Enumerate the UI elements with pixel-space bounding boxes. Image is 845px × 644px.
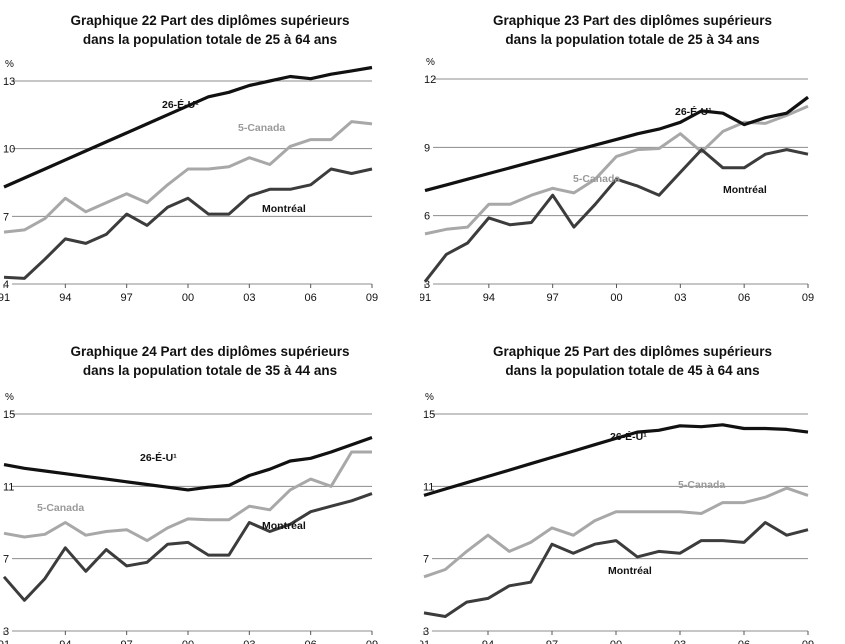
series-label-usa: 26-É-U¹ — [162, 98, 199, 111]
series-line-montreal — [423, 521, 809, 618]
x-tick-label: 09 — [802, 639, 814, 644]
x-tick-label: 00 — [182, 292, 194, 304]
series-label-canada: 5-Canada — [37, 502, 84, 514]
series-line-montreal — [423, 148, 809, 283]
series-line-usa — [424, 95, 809, 193]
y-tick-label: 13 — [3, 76, 15, 88]
x-tick-label: 00 — [610, 639, 622, 644]
chart-title-line1: Graphique 25 Part des diplômes supérieur… — [492, 344, 773, 359]
series-line-usa — [423, 423, 809, 497]
x-tick-label: 91 — [0, 639, 10, 644]
x-tick-label: 94 — [482, 639, 494, 644]
x-tick-label: 09 — [366, 292, 378, 304]
x-tick-label: 00 — [610, 292, 622, 304]
x-tick-label: 94 — [483, 292, 495, 304]
chart-title: Graphique 24 Part des diplômes supérieur… — [0, 342, 420, 380]
x-tick-label: 03 — [243, 292, 255, 304]
chart-subtitle: dans la population totale de 45 à 64 ans — [505, 363, 760, 378]
y-axis-unit: % — [5, 392, 14, 403]
x-tick-label: 94 — [59, 639, 71, 644]
chart-title: Graphique 22 Part des diplômes supérieur… — [0, 11, 420, 49]
series-line-canada — [423, 486, 809, 579]
chart-panel-22: Graphique 22 Part des diplômes supérieur… — [0, 0, 420, 322]
x-tick-label: 91 — [420, 292, 431, 304]
series-line-canada — [3, 450, 372, 543]
y-tick-label: 10 — [3, 144, 15, 156]
series-line-canada — [424, 104, 809, 236]
x-tick-label: 91 — [0, 292, 10, 304]
y-tick-label: 11 — [423, 481, 434, 493]
chart-subtitle: dans la population totale de 25 à 34 ans — [505, 32, 760, 47]
chart-title-line1: Graphique 24 Part des diplômes supérieur… — [70, 344, 350, 359]
chart-subtitle: dans la population totale de 35 à 44 ans — [82, 363, 338, 378]
chart-panel-23: Graphique 23 Part des diplômes supérieur… — [420, 0, 845, 322]
series-label-montreal: Montréal — [262, 520, 306, 532]
chart-panel-24: Graphique 24 Part des diplômes supérieur… — [0, 322, 420, 644]
chart-title-line1: Graphique 23 Part des diplômes supérieur… — [492, 13, 773, 28]
y-tick-label: 3 — [423, 626, 429, 638]
x-tick-label: 91 — [420, 639, 430, 644]
y-tick-label: 7 — [3, 554, 9, 566]
series-line-usa — [3, 65, 373, 189]
x-tick-label: 03 — [243, 639, 255, 644]
x-tick-label: 97 — [546, 639, 558, 644]
x-tick-label: 06 — [738, 639, 750, 644]
y-tick-label: 9 — [424, 142, 430, 154]
line-chart-24: % 3 7 11 15 91 94 97 00 03 06 09 26-É-U¹ 5-Canada Mont… — [0, 392, 378, 644]
x-tick-label: 97 — [121, 292, 133, 304]
series-label-canada: 5-Canada — [238, 122, 285, 134]
chart-title-line1: Graphique 22 Part des diplômes supérieur… — [70, 13, 350, 28]
series-label-usa: 26-É-U¹ — [610, 430, 647, 443]
y-tick-label: 15 — [3, 409, 15, 421]
x-tick-label: 03 — [674, 292, 686, 304]
x-tick-label: 03 — [674, 639, 686, 644]
chart-title: Graphique 25 Part des diplômes supérieur… — [420, 342, 845, 380]
series-label-canada: 5-Canada — [678, 479, 725, 491]
line-chart-22: % 4 7 10 13 91 94 97 00 03 06 09 26-É-U¹ 5-Canada Mont… — [0, 59, 378, 304]
y-tick-label: 11 — [3, 481, 14, 493]
x-tick-label: 09 — [366, 639, 378, 644]
y-tick-label: 3 — [424, 279, 430, 291]
series-label-montreal: Montréal — [723, 184, 767, 196]
y-tick-label: 7 — [3, 211, 9, 223]
x-tick-label: 09 — [802, 292, 814, 304]
y-tick-label: 6 — [424, 211, 430, 223]
x-tick-label: 06 — [738, 292, 750, 304]
line-chart-25: % 3 7 11 15 91 94 97 00 03 06 09 26-É-U¹ 5-Canada Mont… — [420, 392, 814, 644]
y-tick-label: 12 — [424, 74, 436, 86]
y-axis-unit: % — [426, 57, 435, 68]
x-tick-label: 06 — [305, 292, 317, 304]
chart-panel-25: Graphique 25 Part des diplômes supérieur… — [420, 322, 845, 644]
series-line-usa — [3, 435, 373, 492]
chart-subtitle: dans la population totale de 25 à 64 ans — [82, 32, 338, 47]
series-line-montreal — [3, 167, 373, 280]
y-tick-label: 3 — [3, 626, 9, 638]
y-tick-label: 15 — [423, 409, 435, 421]
series-label-canada: 5-Canada — [573, 173, 620, 185]
y-tick-label: 7 — [423, 554, 429, 566]
line-chart-23: % 3 6 9 12 91 94 97 00 03 06 09 26-É-U¹ 5-Canada Montr… — [420, 57, 814, 304]
x-tick-label: 06 — [305, 639, 317, 644]
chart-title: Graphique 23 Part des diplômes supérieur… — [420, 11, 845, 49]
x-tick-label: 00 — [182, 639, 194, 644]
series-line-montreal — [2, 492, 373, 602]
x-tick-label: 97 — [121, 639, 133, 644]
series-label-montreal: Montréal — [608, 565, 652, 577]
series-line-canada — [3, 120, 373, 234]
series-label-montreal: Montréal — [262, 203, 306, 215]
series-label-usa: 26-É-U¹ — [675, 105, 712, 118]
x-tick-label: 97 — [547, 292, 559, 304]
y-axis-unit: % — [5, 59, 14, 70]
y-tick-label: 4 — [3, 279, 9, 291]
x-tick-label: 94 — [59, 292, 71, 304]
y-axis-unit: % — [425, 392, 434, 403]
series-label-usa: 26-É-U¹ — [140, 451, 177, 464]
